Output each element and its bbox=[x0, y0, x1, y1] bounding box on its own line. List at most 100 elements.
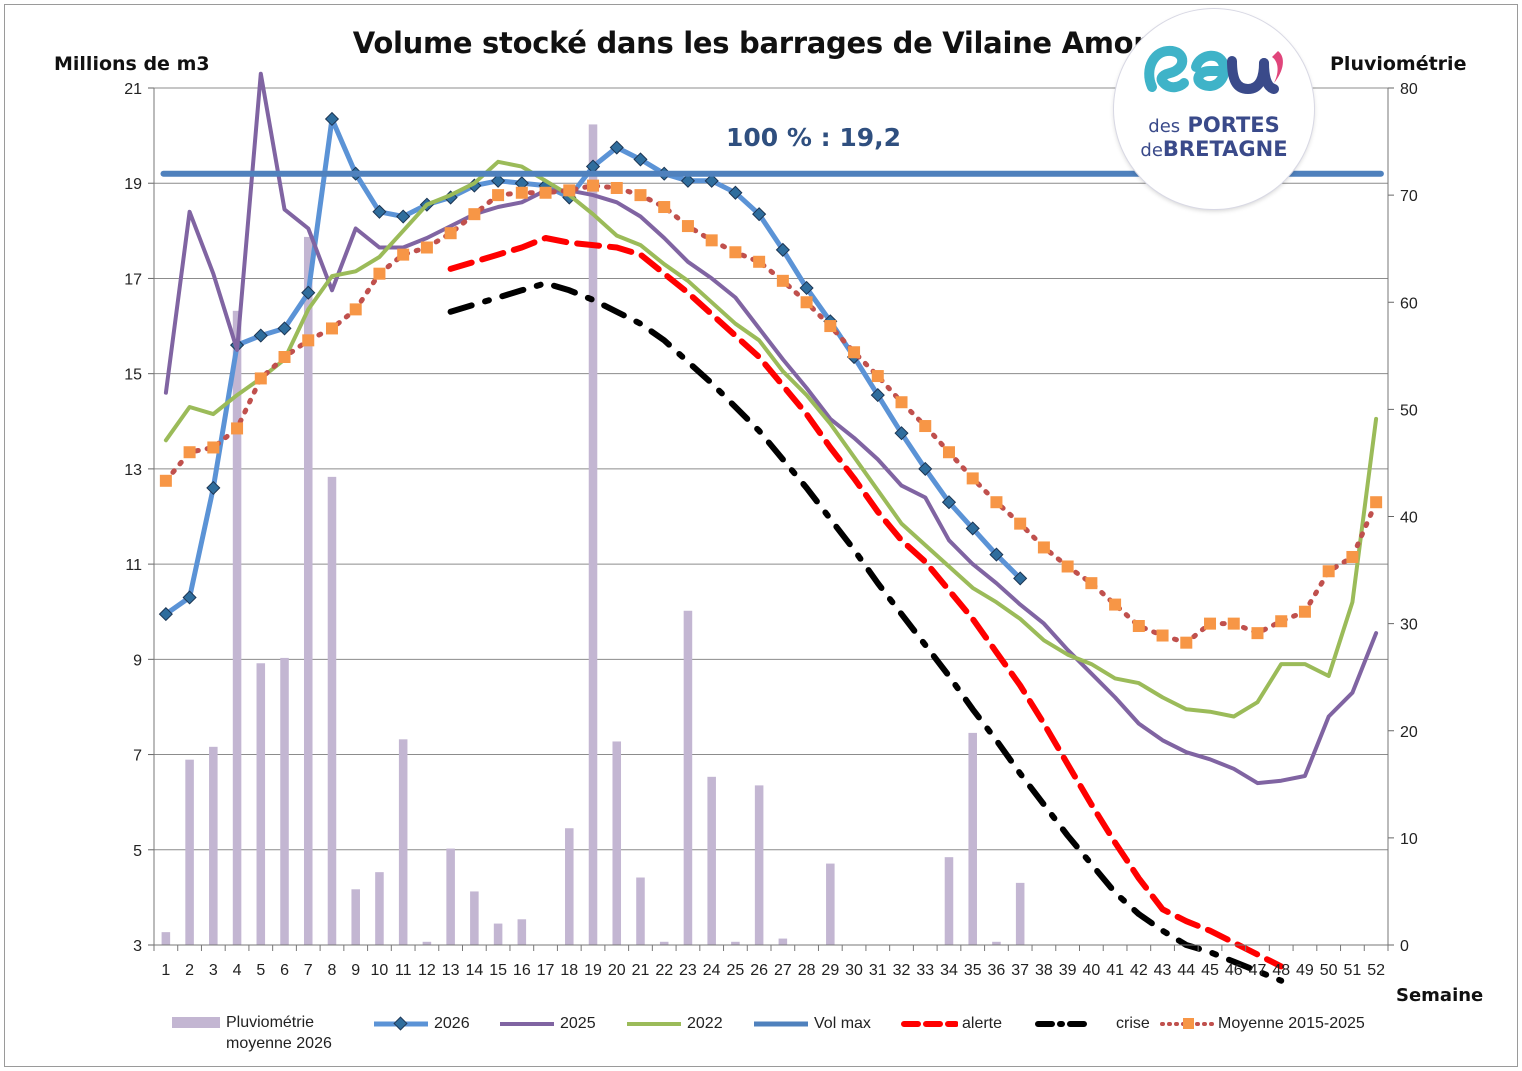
legend-item-rain: Pluviométrie moyenne 2026 bbox=[170, 1012, 332, 1052]
rain-bar bbox=[1015, 882, 1025, 945]
marker-2026 bbox=[941, 495, 957, 510]
marker-moyenne-2015-2025 bbox=[1014, 517, 1027, 530]
legend-swatch-2026 bbox=[374, 1016, 428, 1031]
x-tick-label: 9 bbox=[351, 962, 360, 979]
x-tick-label: 14 bbox=[465, 962, 483, 979]
rain-bar bbox=[422, 941, 432, 945]
eau-des-portes-de-bretagne-logo: des PORTES deBRETAGNE bbox=[1114, 9, 1314, 209]
marker-moyenne-2015-2025 bbox=[515, 186, 528, 199]
x-tick-label: 16 bbox=[513, 962, 531, 979]
x-tick-label: 1 bbox=[161, 962, 170, 979]
rain-bars bbox=[161, 124, 1025, 946]
x-tick-label: 15 bbox=[489, 962, 507, 979]
x-tick-label: 50 bbox=[1320, 962, 1338, 979]
marker-moyenne-2015-2025 bbox=[159, 474, 172, 487]
legend-swatch-crise bbox=[1035, 1021, 1092, 1027]
marker-2026 bbox=[728, 185, 743, 200]
x-tick-label: 38 bbox=[1035, 962, 1053, 979]
marker-2026 bbox=[894, 426, 909, 441]
rain-bar bbox=[303, 236, 313, 945]
x-tick-label: 29 bbox=[821, 962, 839, 979]
y2-tick-label: 60 bbox=[1400, 295, 1418, 312]
x-tick-label: 46 bbox=[1225, 962, 1243, 979]
marker-moyenne-2015-2025 bbox=[587, 179, 600, 192]
rain-bar bbox=[731, 941, 740, 945]
marker-2026 bbox=[491, 173, 506, 188]
marker-moyenne-2015-2025 bbox=[1180, 636, 1193, 649]
x-tick-label: 20 bbox=[608, 962, 626, 979]
rain-bar bbox=[232, 310, 242, 945]
rain-bar bbox=[209, 746, 218, 945]
marker-2026 bbox=[1013, 571, 1028, 586]
marker-2026 bbox=[965, 521, 980, 536]
marker-2026 bbox=[324, 111, 340, 127]
y2-tick-label: 0 bbox=[1400, 938, 1409, 955]
x-tick-label: 22 bbox=[655, 962, 673, 979]
x-tick-label: 5 bbox=[256, 962, 265, 979]
rain-bar bbox=[446, 848, 455, 945]
marker-moyenne-2015-2025 bbox=[207, 441, 220, 454]
marker-moyenne-2015-2025 bbox=[444, 227, 457, 240]
x-tick-label: 4 bbox=[233, 962, 242, 979]
x-tick-label: 41 bbox=[1106, 962, 1124, 979]
marker-2026 bbox=[704, 173, 719, 188]
x-axis-label: Semaine bbox=[1396, 985, 1484, 1006]
marker-2026 bbox=[158, 607, 173, 622]
marker-moyenne-2015-2025 bbox=[919, 420, 932, 433]
rain-bar bbox=[327, 476, 337, 945]
y-tick-label: 13 bbox=[124, 462, 142, 479]
marker-moyenne-2015-2025 bbox=[325, 322, 338, 335]
marker-moyenne-2015-2025 bbox=[753, 255, 766, 268]
marker-moyenne-2015-2025 bbox=[871, 370, 884, 383]
rain-bar bbox=[517, 919, 527, 945]
legend-label-2026: 2026 bbox=[434, 1015, 470, 1032]
rain-bar bbox=[754, 785, 764, 945]
y2-tick-label: 50 bbox=[1400, 402, 1418, 419]
marker-moyenne-2015-2025 bbox=[1346, 550, 1359, 563]
marker-moyenne-2015-2025 bbox=[1109, 598, 1122, 611]
marker-2026 bbox=[870, 388, 885, 403]
x-tick-label: 35 bbox=[964, 962, 982, 979]
marker-2026 bbox=[989, 547, 1004, 562]
legend-label-volmax: Vol max bbox=[814, 1015, 871, 1032]
x-tick-label: 37 bbox=[1011, 962, 1029, 979]
rain-bar bbox=[398, 739, 408, 945]
legend-label-crise: crise bbox=[1116, 1015, 1150, 1032]
rain-bar bbox=[968, 732, 977, 945]
x-tick-label: 25 bbox=[727, 962, 745, 979]
x-tick-label: 49 bbox=[1296, 962, 1314, 979]
marker-2026 bbox=[396, 209, 411, 224]
marker-2026 bbox=[277, 321, 292, 336]
rain-bar bbox=[256, 663, 266, 945]
marker-moyenne-2015-2025 bbox=[1322, 565, 1335, 578]
marker-moyenne-2015-2025 bbox=[966, 472, 979, 485]
rain-bar bbox=[280, 657, 289, 945]
marker-moyenne-2015-2025 bbox=[492, 189, 505, 202]
y-tick-label: 21 bbox=[124, 81, 142, 98]
marker-moyenne-2015-2025 bbox=[1251, 627, 1264, 640]
series-line-crise bbox=[447, 280, 1285, 984]
marker-moyenne-2015-2025 bbox=[634, 189, 647, 202]
x-tick-label: 42 bbox=[1130, 962, 1148, 979]
marker-moyenne-2015-2025 bbox=[1132, 620, 1145, 633]
marker-moyenne-2015-2025 bbox=[278, 351, 291, 364]
y-axis-label: Millions de m3 bbox=[54, 53, 210, 75]
legend-item-2022: 2022 bbox=[625, 1012, 723, 1036]
legend-swatch-moyenne bbox=[1160, 1018, 1218, 1029]
x-tick-label: 30 bbox=[845, 962, 863, 979]
logo-line2: deBRETAGNE bbox=[1140, 137, 1288, 161]
marker-moyenne-2015-2025 bbox=[895, 396, 908, 409]
marker-moyenne-2015-2025 bbox=[1227, 617, 1240, 630]
marker-moyenne-2015-2025 bbox=[254, 372, 267, 385]
x-tick-label: 32 bbox=[893, 962, 911, 979]
marker-2026 bbox=[775, 242, 790, 257]
marker-moyenne-2015-2025 bbox=[1156, 629, 1169, 642]
rain-bar bbox=[826, 863, 835, 945]
legend-item-volmax: Vol max bbox=[752, 1012, 871, 1036]
plot-area bbox=[154, 88, 1388, 945]
marker-moyenne-2015-2025 bbox=[420, 241, 433, 254]
x-tick-label: 8 bbox=[328, 962, 337, 979]
marker-moyenne-2015-2025 bbox=[1275, 615, 1288, 628]
rain-bar bbox=[161, 932, 171, 945]
legend-label-moyenne: Moyenne 2015-2025 bbox=[1218, 1015, 1365, 1032]
